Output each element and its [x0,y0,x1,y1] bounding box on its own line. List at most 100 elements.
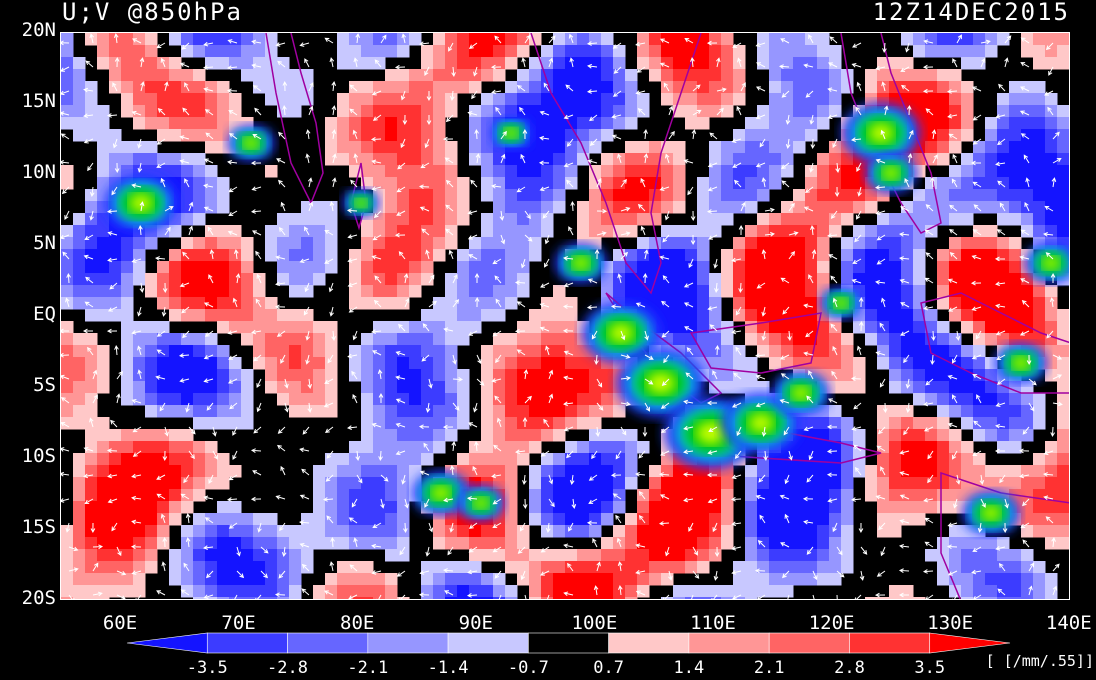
anomaly-cell [541,141,554,154]
wind-vector [758,474,766,483]
wind-vector [876,445,886,452]
colorbar [126,632,1011,654]
anomaly-cell [85,225,98,238]
anomaly-cell [361,33,374,46]
coastline [689,312,822,374]
anomaly-cell [493,225,506,238]
wind-vector [1047,106,1054,116]
wind-vector [684,326,694,332]
anomaly-cell [1045,309,1058,322]
anomaly-cell [793,93,806,106]
anomaly-cell [793,213,806,226]
anomaly-cell [313,357,326,370]
wind-vector [452,402,460,411]
anomaly-cell [973,381,986,394]
wind-vector [971,354,982,360]
anomaly-cell [997,213,1010,226]
wind-vector [930,177,935,188]
anomaly-cell [589,441,602,454]
wind-vector [930,354,935,366]
wind-vector [947,374,958,380]
anomaly-cell [1021,225,1034,238]
anomaly-cell [553,465,566,478]
anomaly-cell [373,225,386,238]
anomaly-cell [457,525,470,538]
wind-vector [947,113,958,119]
anomaly-cell [817,321,830,334]
anomaly-cell [901,321,914,334]
anomaly-cell [889,453,902,466]
wind-vector [66,272,71,284]
anomaly-cell [241,57,254,70]
wind-vector [683,425,694,431]
wind-vector [467,111,478,116]
anomaly-cell [145,501,158,514]
anomaly-cell [937,201,950,214]
anomaly-cell [445,177,458,190]
anomaly-cell [361,297,374,310]
anomaly-cell [1033,561,1046,574]
wind-vector [809,114,815,125]
anomaly-cell [697,309,710,322]
anomaly-cell [481,309,494,322]
wind-vector [955,330,961,341]
anomaly-cell [781,525,794,538]
wind-vector [445,204,454,212]
wind-vector [490,64,502,70]
wind-vector [350,179,358,188]
wind-vector [995,330,1006,336]
anomaly-cell [121,525,134,538]
anomaly-cell [361,597,374,599]
wind-vector [114,162,120,174]
wind-vector [371,159,382,165]
anomaly-cell [685,33,698,46]
wind-vector [1048,66,1054,76]
anomaly-cell [841,465,854,478]
anomaly-cell [157,369,170,382]
wind-vector [997,138,1006,146]
anomaly-cell [205,465,218,478]
anomaly-cell [829,513,842,526]
anomaly-cell [829,141,842,154]
anomaly-cell [1009,105,1022,118]
anomaly-cell [337,129,350,142]
anomaly-cell [973,405,986,418]
anomaly-cell [1033,165,1046,178]
wind-vector [906,104,912,116]
anomaly-cell [793,561,806,574]
anomaly-cell [73,477,86,490]
anomaly-cell [721,513,734,526]
wind-vector [952,450,958,460]
anomaly-cell [937,45,950,58]
anomaly-cell [505,333,518,346]
wind-vector [356,474,363,484]
anomaly-cell [97,237,110,250]
wind-vector [1052,131,1060,140]
anomaly-cell [865,309,878,322]
wind-vector [278,226,286,236]
anomaly-cell [145,141,158,154]
wind-vector [785,138,791,149]
anomaly-cell [73,549,86,562]
wind-vector [924,541,934,548]
anomaly-cell [985,189,998,202]
anomaly-cell [949,297,962,310]
anomaly-cell [1009,477,1022,490]
anomaly-cell [361,285,374,298]
anomaly-cell [373,465,386,478]
wind-vector [736,105,742,116]
anomaly-cell [265,513,278,526]
anomaly-cell [877,453,890,466]
anomaly-cell [769,117,782,130]
wind-vector [282,104,287,116]
anomaly-cell [781,225,794,238]
wind-vector [467,569,478,575]
anomaly-cell [445,333,458,346]
anomaly-cell [793,345,806,358]
anomaly-cell [277,81,290,94]
anomaly-cell [481,237,494,250]
wind-vector [635,302,646,308]
anomaly-cell [85,561,98,574]
wind-vector [859,570,865,581]
wind-vector [331,105,337,116]
